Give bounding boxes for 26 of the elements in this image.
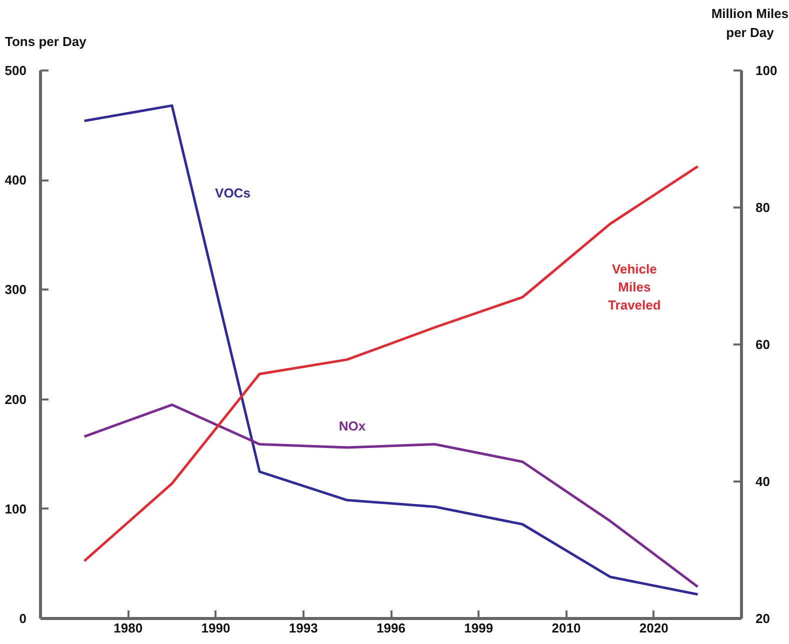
y-tick-label: 200 xyxy=(4,392,27,407)
y2-tick-label: 100 xyxy=(756,63,778,78)
line-series xyxy=(83,104,699,596)
series-label: VOCs xyxy=(215,186,250,201)
y2-tick-label: 80 xyxy=(756,200,770,215)
y-tick-label: 0 xyxy=(19,611,27,626)
text: 1996 xyxy=(376,620,406,636)
text: 2010 xyxy=(552,620,581,636)
text: Vehicle Miles Traveled xyxy=(608,262,661,313)
line-series xyxy=(83,404,699,588)
text: 1990 xyxy=(201,620,230,636)
y2-tick-label: 40 xyxy=(756,474,770,489)
text: 1980 xyxy=(114,620,143,636)
y2-tick-label: 60 xyxy=(756,337,770,352)
text: 1999 xyxy=(464,620,494,636)
text: 2020 xyxy=(639,620,668,636)
y-tick-label: 400 xyxy=(4,172,27,188)
y2-tick-label: 20 xyxy=(756,611,770,626)
y-tick-label: 300 xyxy=(4,282,27,298)
y-axis-title: Tons per Day xyxy=(5,33,86,51)
line-series xyxy=(83,165,699,562)
y2-axis-title: Million Miles per Day xyxy=(710,5,789,42)
text: 1993 xyxy=(288,620,318,636)
y-tick-label: 500 xyxy=(4,63,27,78)
y-tick-label: 100 xyxy=(4,501,27,516)
series-label: NOx xyxy=(338,418,366,434)
